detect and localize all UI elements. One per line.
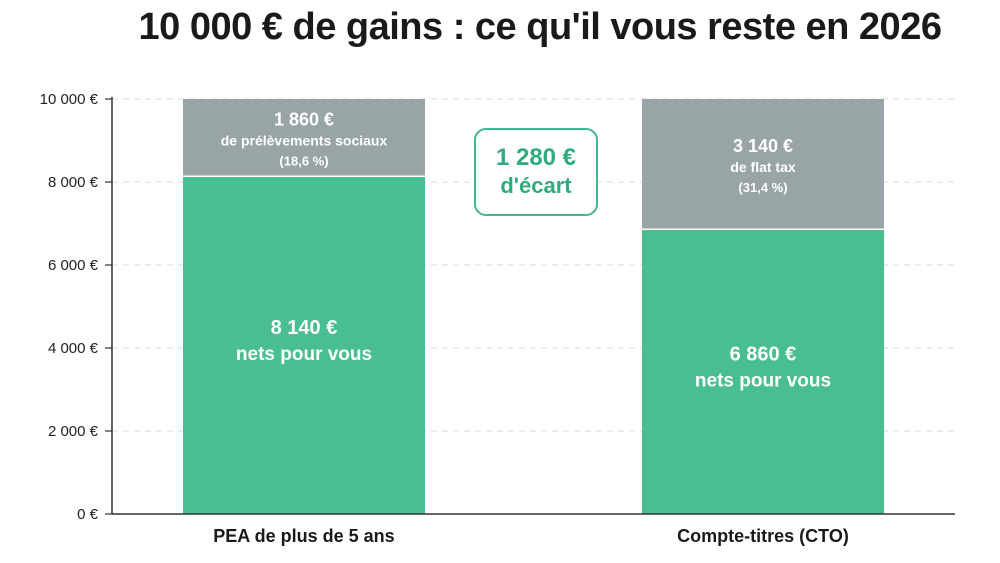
- category-label: Compte-titres (CTO): [677, 526, 849, 546]
- net-desc-label: nets pour vous: [236, 344, 372, 365]
- tax-value-label: 3 140 €: [733, 136, 793, 156]
- tax-desc-label: de prélèvements sociaux: [221, 133, 388, 149]
- category-label: PEA de plus de 5 ans: [213, 526, 394, 546]
- net-desc-label: nets pour vous: [695, 371, 831, 392]
- y-tick-label: 2 000 €: [48, 423, 99, 440]
- tax-value-label: 1 860 €: [274, 110, 334, 130]
- labels-layer: 1 860 € de prélèvements sociaux (18,6 %) 8 …: [213, 110, 849, 546]
- y-tick-label: 8 000 €: [48, 174, 99, 191]
- y-tick-label: 4 000 €: [48, 340, 99, 357]
- tax-rate-label: (31,4 %): [738, 180, 787, 195]
- bar-tax: [642, 99, 884, 230]
- net-value-label: 8 140 €: [271, 317, 338, 339]
- gap-value: 1 280 €: [495, 144, 577, 172]
- y-tick-label: 10 000 €: [40, 91, 99, 108]
- tax-desc-label: de flat tax: [730, 159, 796, 175]
- gap-annotation: 1 280 € d'écart: [474, 128, 598, 216]
- net-value-label: 6 860 €: [730, 344, 797, 366]
- chart-title: 10 000 € de gains : ce qu'il vous reste …: [138, 6, 942, 48]
- bars-layer: [183, 99, 884, 514]
- bar-net: [183, 176, 425, 514]
- tax-rate-label: (18,6 %): [279, 154, 328, 169]
- y-tick-label: 0 €: [77, 506, 99, 523]
- bar-tax: [183, 99, 425, 177]
- gap-label: d'écart: [500, 173, 572, 199]
- y-tick-label: 6 000 €: [48, 257, 99, 274]
- axis-layer: 0 € 2 000 € 4 000 € 6 000 € 8 000 € 10 000 €: [40, 91, 955, 523]
- bar-net: [642, 229, 884, 514]
